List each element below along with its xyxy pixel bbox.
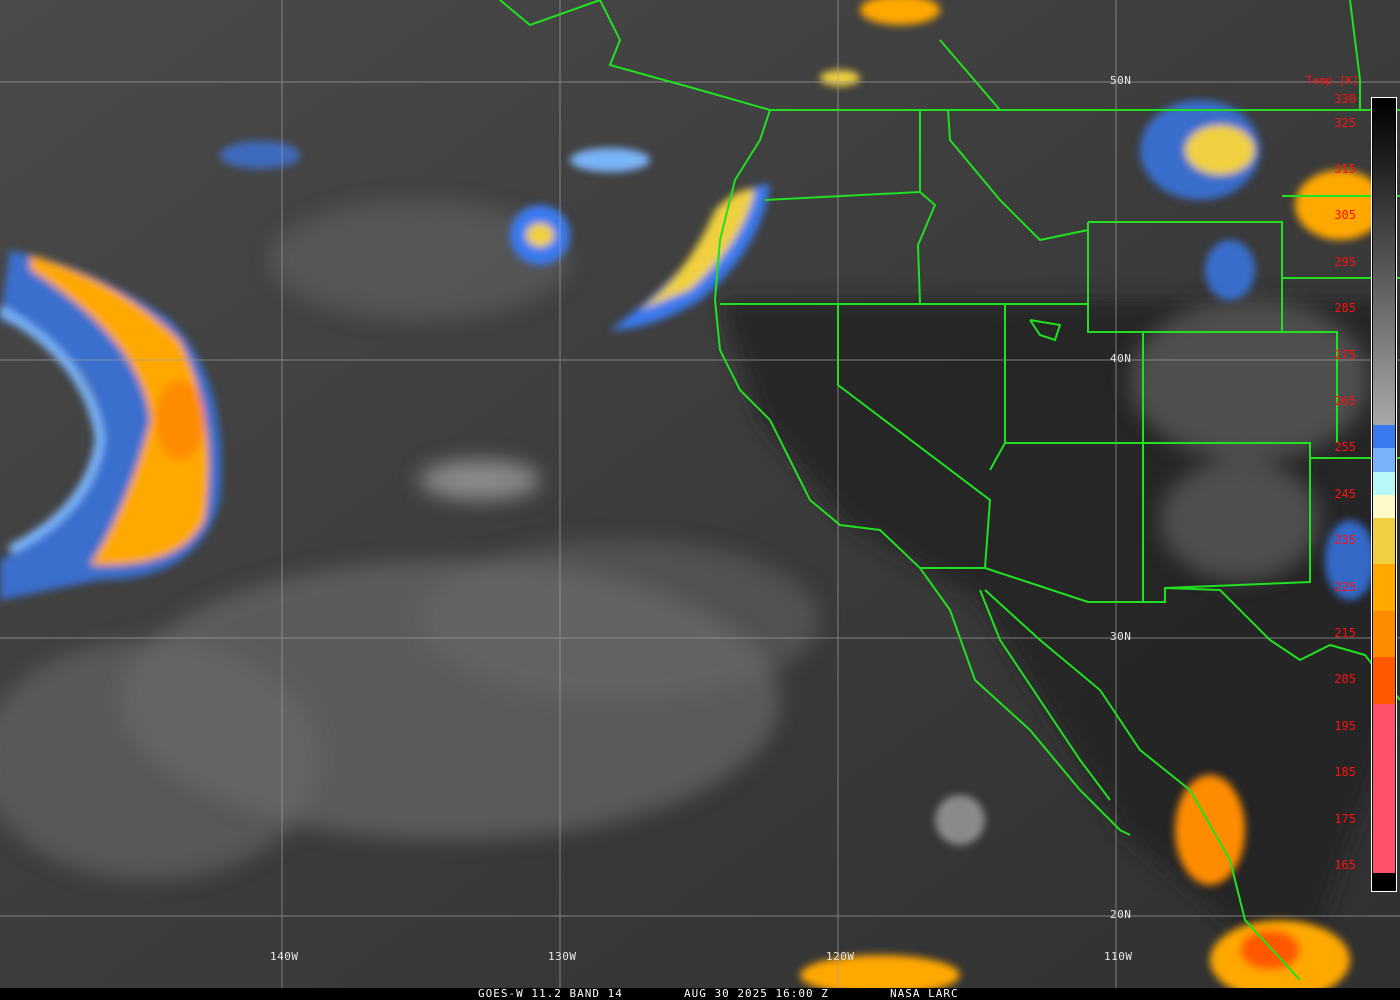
colorbar-tick-label: 185 xyxy=(1334,765,1356,780)
low-clouds xyxy=(0,200,1370,880)
colorbar-tick-label: 245 xyxy=(1334,486,1356,501)
colorbar-segment xyxy=(1373,471,1395,495)
colorbar-tick-label: 195 xyxy=(1334,718,1356,733)
colorbar-segment xyxy=(1373,518,1395,565)
political-boundaries xyxy=(499,0,1400,981)
colorbar-segment xyxy=(1373,564,1395,611)
colorbar-tick-label: 285 xyxy=(1334,301,1356,316)
colorbar-tick-label: 175 xyxy=(1334,811,1356,826)
colorbar-segment xyxy=(1373,610,1395,658)
source-label: NASA LARC xyxy=(890,987,959,1000)
timestamp-label: AUG 30 2025 16:00 Z xyxy=(684,987,829,1000)
colorbar-tick-label: 215 xyxy=(1334,626,1356,640)
colorbar-tick-label: 325 xyxy=(1334,115,1356,130)
lat-label-50n: 50N xyxy=(1110,74,1132,87)
colorbar-segment xyxy=(1373,657,1395,704)
colorbar-tick-label: 305 xyxy=(1334,208,1356,223)
colorbar-tick-label: 265 xyxy=(1334,394,1356,408)
lat-label-40n: 40N xyxy=(1110,352,1132,365)
lat-label-20n: 20N xyxy=(1110,908,1132,921)
colorbar-title: Temp [K] xyxy=(1306,74,1359,87)
lon-label-120w: 120W xyxy=(826,950,855,963)
colorbar-tick-label: 225 xyxy=(1334,579,1356,594)
colorbar-tick-label: 205 xyxy=(1334,672,1356,687)
image-caption: GOES-W 11.2 BAND 14 AUG 30 2025 16:00 Z … xyxy=(0,988,1400,1000)
colorbar-tick-label: 235 xyxy=(1334,533,1356,548)
colorbar-segment xyxy=(1373,703,1395,873)
lat-label-30n: 30N xyxy=(1110,630,1132,643)
colorbar-segment xyxy=(1373,100,1395,426)
lon-label-140w: 140W xyxy=(270,950,299,963)
colorbar-tick-label: 275 xyxy=(1334,347,1356,362)
colorbar-segment xyxy=(1373,425,1395,449)
lon-label-110w: 110W xyxy=(1104,950,1133,963)
lon-label-130w: 130W xyxy=(548,950,577,963)
colorbar-tick-label: 295 xyxy=(1334,254,1356,269)
colorbar-segment xyxy=(1373,448,1395,472)
satellite-band-label: GOES-W 11.2 BAND 14 xyxy=(478,987,623,1000)
colorbar-tick-label: 330 xyxy=(1334,92,1356,107)
colorbar-segment xyxy=(1373,494,1395,518)
colorbar-tick-label: 255 xyxy=(1334,440,1356,455)
temperature-colorbar xyxy=(1371,97,1397,892)
colorbar-tick-label: 315 xyxy=(1334,162,1356,176)
colorbar-tick-label: 165 xyxy=(1334,858,1356,872)
